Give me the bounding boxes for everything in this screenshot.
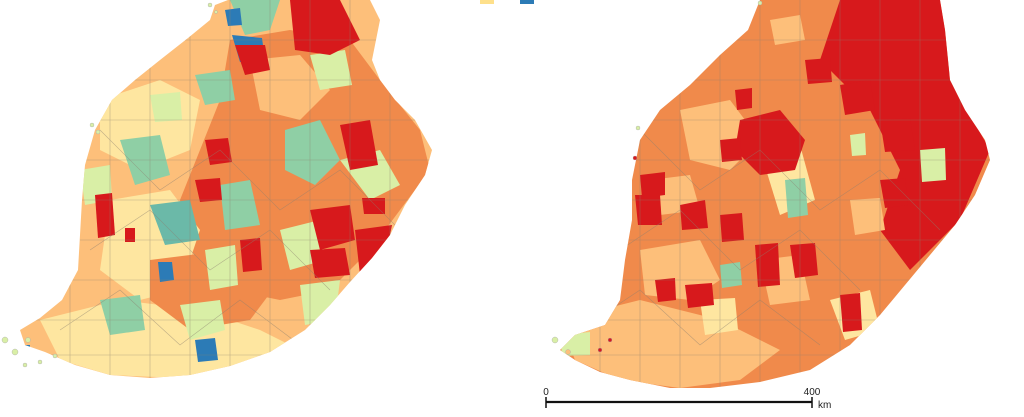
left-map [20,0,432,378]
scale-unit-label: km [818,400,831,411]
scale-bar: 0 400 km [543,387,831,411]
scale-end-label: 400 [804,387,821,398]
scale-start-label: 0 [543,387,549,398]
right-archipelago [551,0,763,355]
legend [420,0,680,8]
legend-swatch-2 [520,0,534,4]
legend-swatch-1 [480,0,494,4]
left-archipelago [1,2,218,368]
